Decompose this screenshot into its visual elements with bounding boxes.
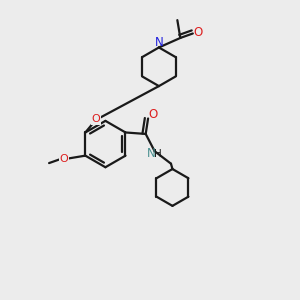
- Text: H: H: [154, 148, 161, 159]
- Text: N: N: [154, 36, 163, 49]
- Text: O: O: [194, 26, 203, 39]
- Text: O: O: [148, 107, 158, 121]
- Text: O: O: [59, 154, 68, 164]
- Text: N: N: [147, 147, 156, 160]
- Text: O: O: [92, 114, 100, 124]
